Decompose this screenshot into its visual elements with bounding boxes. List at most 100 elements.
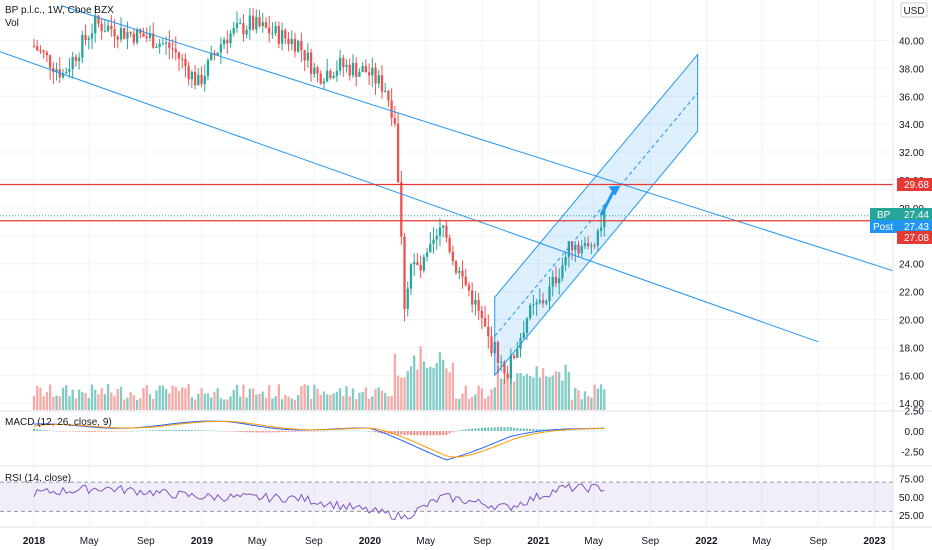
- volume-bar: [84, 392, 87, 410]
- candle-body: [403, 236, 406, 309]
- candle-body: [45, 52, 49, 56]
- macd-histogram-bar: [52, 430, 55, 432]
- volume-bar: [551, 375, 554, 410]
- macd-histogram-bar: [206, 430, 209, 431]
- candle-body: [184, 58, 187, 67]
- volume-bar: [177, 391, 181, 410]
- macd-histogram-bar: [393, 431, 396, 435]
- macd-histogram-bar: [129, 430, 132, 432]
- volume-bar: [403, 377, 406, 410]
- macd-histogram-bar: [287, 431, 290, 432]
- volume-bar: [126, 397, 129, 410]
- volume-bar: [206, 393, 210, 410]
- candle-body: [219, 44, 223, 53]
- macd-histogram-bar: [310, 431, 313, 432]
- post-tag-value: 27.43: [904, 222, 929, 233]
- candle-body: [200, 74, 203, 85]
- candle-body: [516, 349, 519, 358]
- macd-histogram-bar: [596, 430, 599, 432]
- time-axis[interactable]: 2018 May Sep 2019 May Sep 2020 May Sep 2021 May Sep…: [23, 536, 886, 547]
- volume-bar: [181, 387, 184, 410]
- macd-histogram-bar: [177, 429, 180, 431]
- candle-body: [509, 355, 512, 379]
- volume-bar: [116, 388, 119, 410]
- volume-bar: [422, 361, 426, 410]
- candle-body: [268, 27, 271, 34]
- volume-bar: [351, 388, 355, 410]
- macd-histogram-bar: [319, 430, 322, 432]
- volume-bar: [587, 396, 590, 410]
- macd-histogram-bar: [458, 430, 461, 431]
- volume-bar: [509, 372, 512, 410]
- macd-histogram-bar: [448, 431, 451, 434]
- macd-histogram-bar: [42, 430, 45, 431]
- volume-bar: [445, 368, 448, 410]
- volume-bar: [97, 394, 100, 410]
- candle-body: [168, 42, 171, 49]
- candle-body: [36, 46, 39, 51]
- macd-histogram-bar: [500, 427, 503, 431]
- volume-bar: [32, 396, 36, 410]
- volume-bar: [261, 391, 264, 410]
- candle-body: [81, 34, 84, 58]
- volume-bar: [232, 389, 235, 410]
- candle-body: [126, 32, 129, 39]
- candle-body: [335, 70, 339, 76]
- volume-bar: [338, 388, 342, 410]
- candle-body: [261, 22, 264, 27]
- time-tick-label: Sep: [473, 536, 491, 547]
- macd-histogram-bar: [136, 430, 139, 432]
- time-tick-label: May: [80, 536, 99, 547]
- candle-body: [68, 69, 71, 72]
- macd-histogram-bar: [580, 430, 583, 432]
- macd-histogram-bar: [142, 430, 145, 431]
- price-tick-label: 24.00: [899, 260, 924, 271]
- candle-body: [548, 286, 551, 302]
- volume-bar: [316, 388, 319, 410]
- candle-body: [541, 300, 545, 304]
- macd-histogram-bar: [422, 431, 425, 436]
- macd-histogram-bar: [232, 431, 235, 432]
- candle-body: [545, 301, 548, 304]
- candle-body: [326, 70, 329, 82]
- macd-histogram-bar: [445, 431, 448, 436]
- time-tick-label: 2020: [359, 536, 382, 547]
- svg-text:27.08: 27.08: [904, 233, 929, 244]
- macd-histogram-bar: [516, 427, 519, 431]
- macd-histogram-bar: [571, 430, 574, 431]
- candle-body: [271, 33, 274, 35]
- time-tick-label: 2023: [863, 536, 886, 547]
- volume-bar: [541, 368, 545, 410]
- volume-bar: [442, 359, 445, 410]
- macd-histogram-bar: [400, 431, 403, 435]
- price-tick-label: 20.00: [899, 316, 924, 327]
- time-tick-label: May: [248, 536, 267, 547]
- candle-body: [158, 43, 161, 48]
- volume-bar: [74, 398, 78, 410]
- candle-body: [232, 27, 235, 34]
- currency-button[interactable]: USD: [900, 2, 928, 18]
- candle-body: [593, 245, 596, 247]
- candle-body: [413, 262, 416, 265]
- volume-bar: [367, 398, 371, 410]
- volume-bar: [248, 388, 252, 410]
- rsi-band: [0, 482, 893, 512]
- candle-body: [181, 58, 184, 60]
- macd-histogram-bar: [403, 431, 406, 435]
- macd-histogram-bar: [210, 430, 213, 432]
- candle-body: [239, 23, 242, 25]
- macd-histogram-bar: [155, 430, 158, 431]
- volume-bar: [42, 396, 45, 410]
- macd-histogram-bar: [438, 431, 441, 436]
- volume-bar: [55, 395, 58, 410]
- price-axis[interactable]: 40.0038.0036.0034.0032.0030.0028.0026.00…: [899, 37, 924, 523]
- forecast-arrow-shaft: [599, 188, 616, 216]
- macd-histogram-bar: [36, 429, 39, 431]
- candle-body: [599, 227, 603, 231]
- macd-histogram-bar: [245, 431, 248, 433]
- time-tick-label: 2019: [191, 536, 214, 547]
- candle-body: [61, 73, 65, 78]
- volume-bar: [451, 362, 454, 410]
- downtrend-upper-line: [61, 5, 894, 272]
